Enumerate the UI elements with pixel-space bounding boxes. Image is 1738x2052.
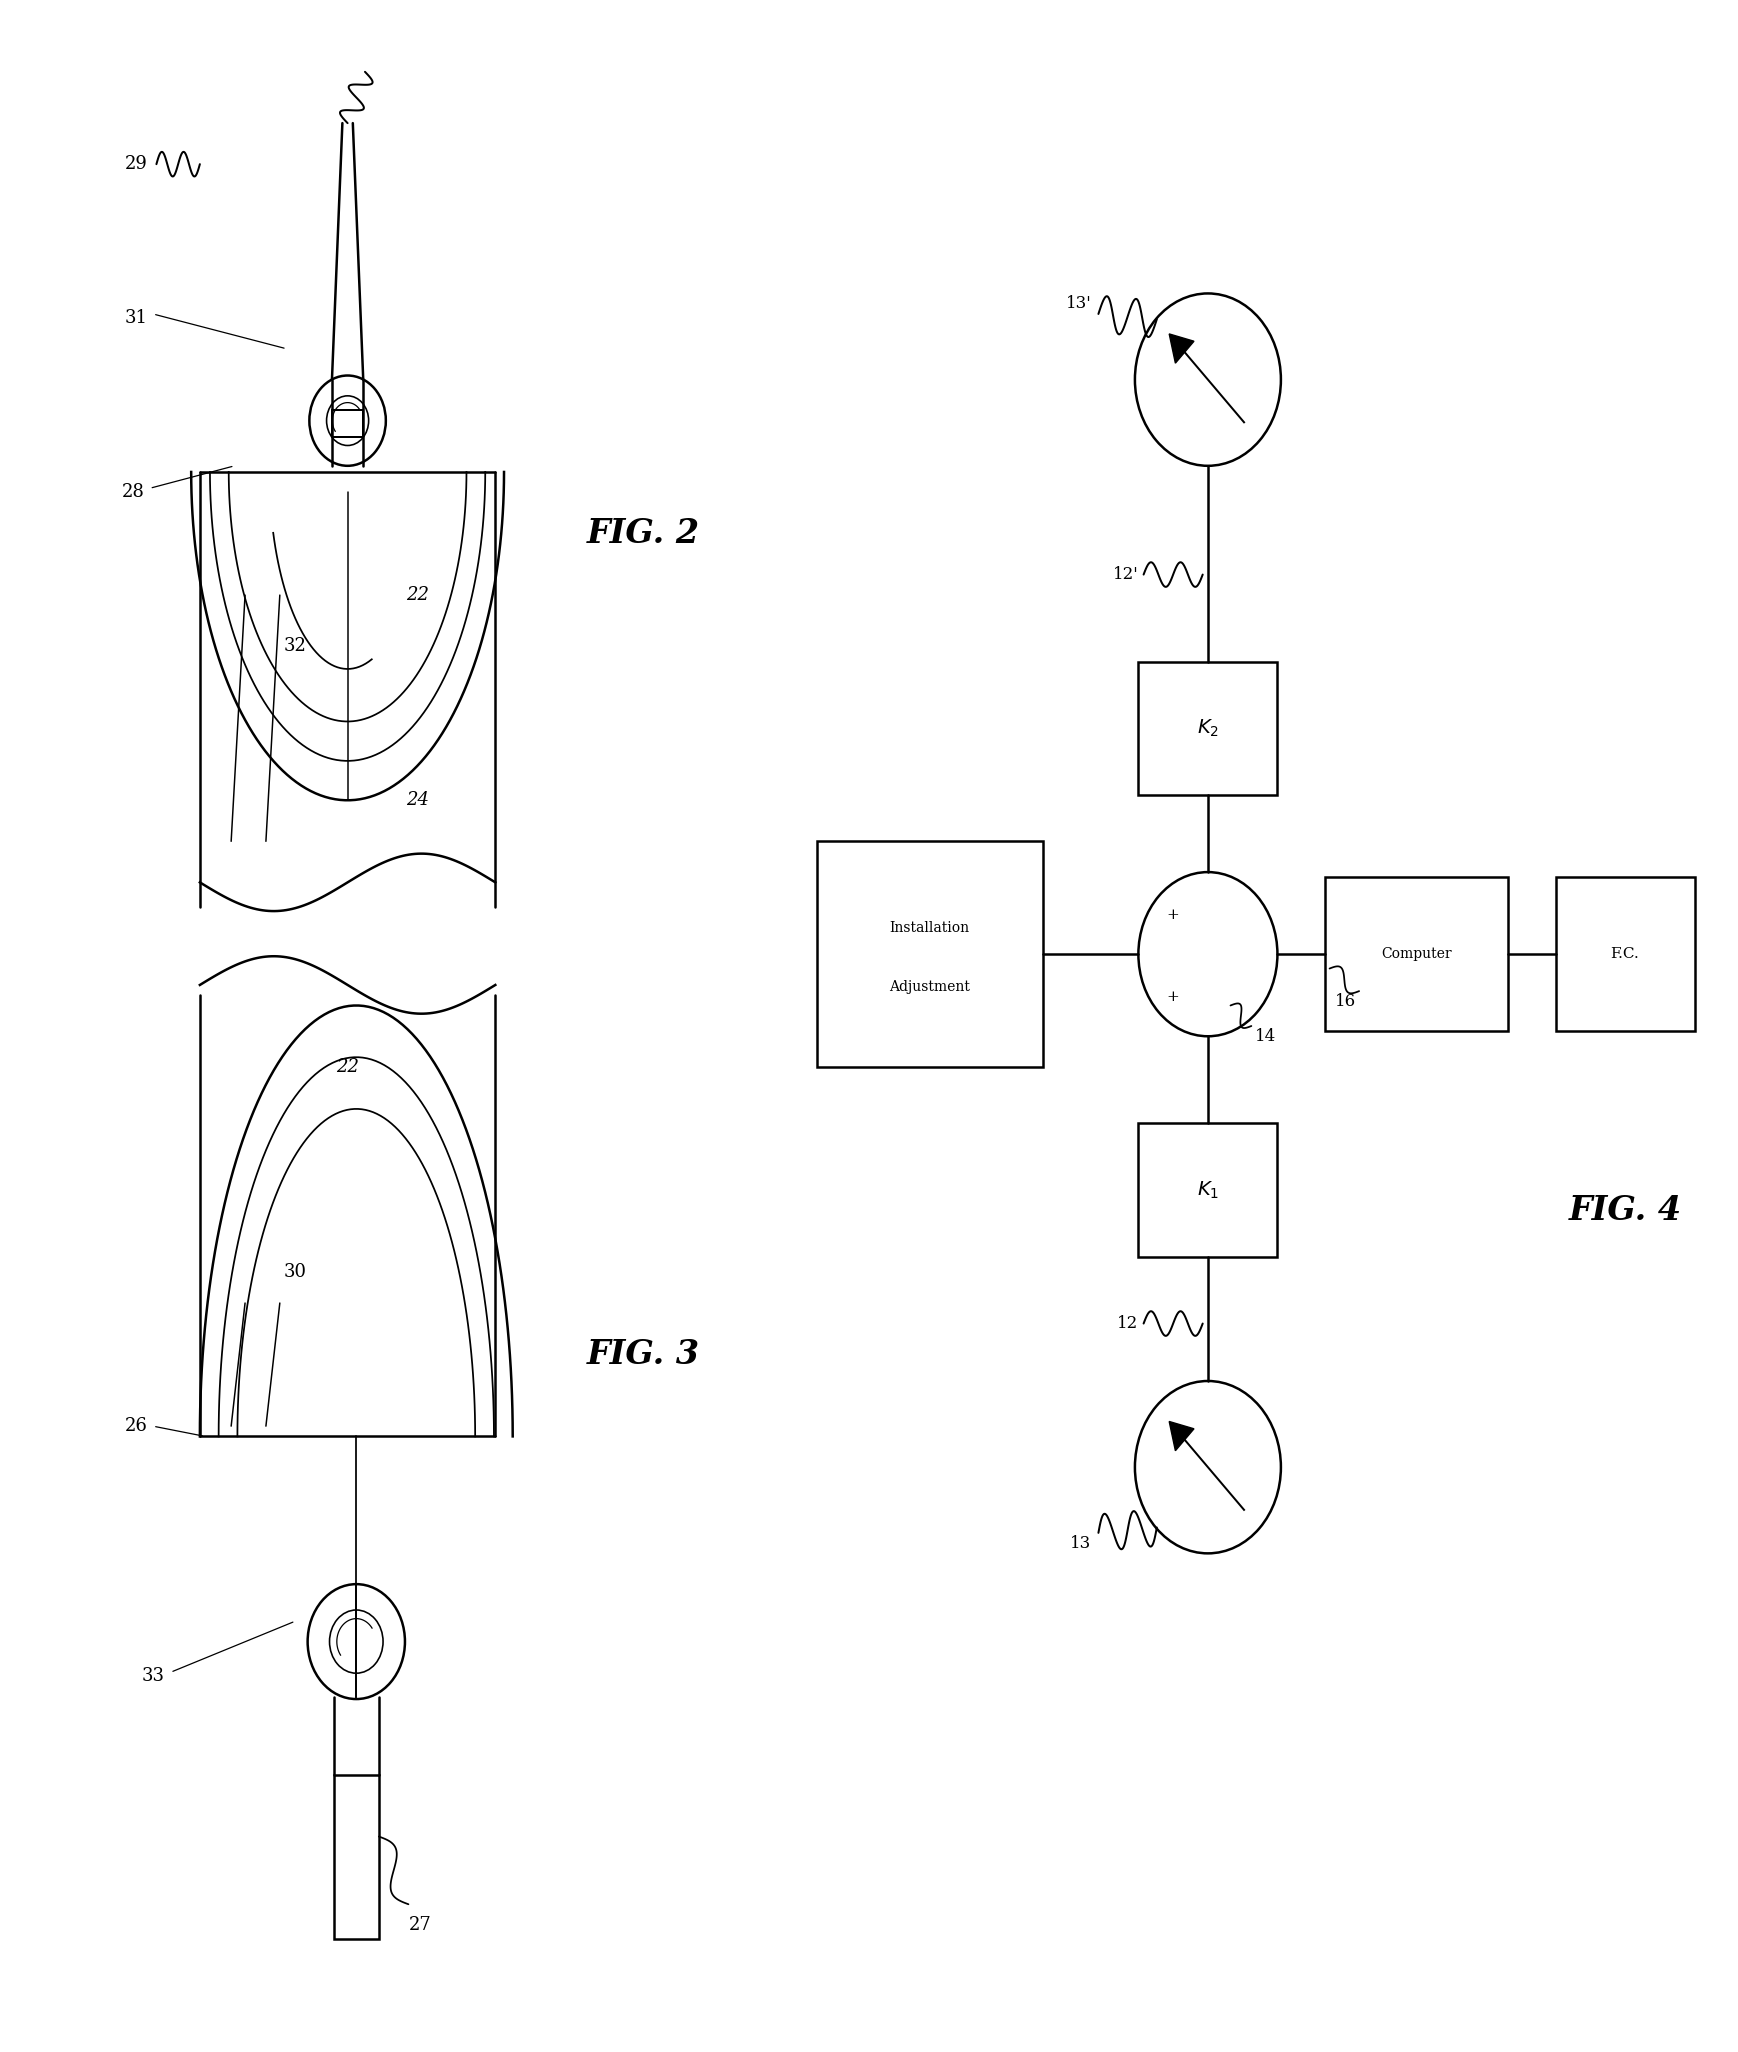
Text: FIG. 2: FIG. 2 (586, 517, 700, 550)
Text: 32: 32 (283, 638, 308, 655)
Text: 28: 28 (122, 484, 144, 501)
Text: 12: 12 (1118, 1315, 1138, 1332)
Text: +: + (1166, 907, 1180, 921)
Text: 33: 33 (143, 1668, 165, 1685)
Text: $K_1$: $K_1$ (1197, 1180, 1218, 1200)
Text: 13': 13' (1065, 295, 1091, 312)
Text: 13: 13 (1071, 1535, 1091, 1551)
Polygon shape (1170, 334, 1194, 363)
Circle shape (1135, 1381, 1281, 1553)
Text: Installation: Installation (890, 921, 970, 934)
Circle shape (1138, 872, 1277, 1036)
Text: 12': 12' (1112, 566, 1138, 583)
Circle shape (330, 1611, 382, 1672)
Text: Computer: Computer (1382, 948, 1451, 960)
Bar (1138, 1124, 1277, 1256)
Text: FIG. 4: FIG. 4 (1568, 1194, 1682, 1227)
Text: 30: 30 (283, 1264, 308, 1280)
Text: 29: 29 (125, 156, 148, 172)
Text: +: + (1166, 989, 1180, 1003)
Circle shape (327, 396, 368, 445)
Bar (332, 410, 363, 437)
Circle shape (1135, 293, 1281, 466)
Bar (1324, 878, 1507, 1030)
Text: FIG. 3: FIG. 3 (586, 1338, 700, 1371)
Text: 27: 27 (408, 1917, 431, 1933)
Text: 14: 14 (1255, 1028, 1276, 1044)
Text: $K_2$: $K_2$ (1197, 718, 1218, 739)
Text: 31: 31 (125, 310, 148, 326)
Bar (1138, 661, 1277, 794)
Text: 16: 16 (1335, 993, 1356, 1010)
Text: 22: 22 (405, 587, 429, 603)
Bar (1556, 878, 1695, 1030)
Text: 22: 22 (335, 1059, 360, 1075)
Text: 26: 26 (125, 1418, 148, 1434)
Text: 24: 24 (405, 792, 429, 808)
Bar (817, 841, 1043, 1067)
Polygon shape (1170, 1422, 1194, 1451)
Text: F.C.: F.C. (1611, 948, 1639, 960)
Circle shape (309, 376, 386, 466)
Bar (334, 1775, 379, 1939)
Circle shape (308, 1584, 405, 1699)
Text: Adjustment: Adjustment (890, 981, 970, 993)
